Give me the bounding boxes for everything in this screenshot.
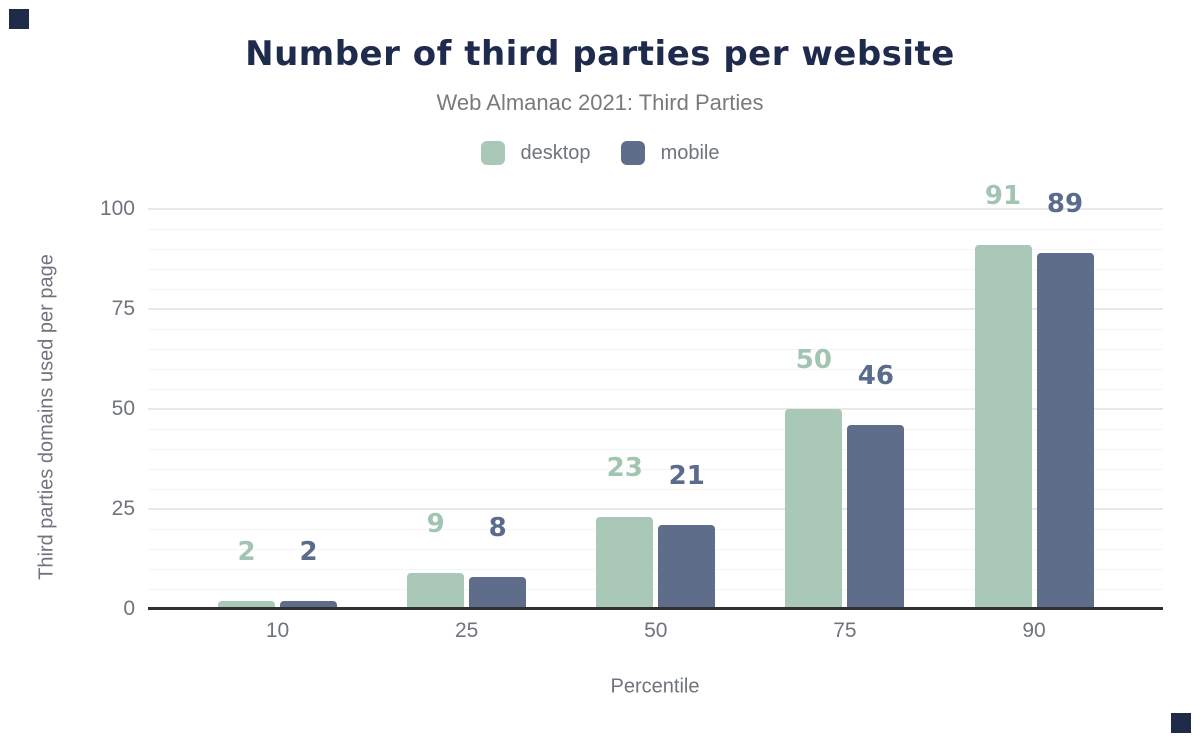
bar-desktop-75[interactable] xyxy=(785,409,843,609)
gridline-85 xyxy=(148,269,1163,270)
x-tick-label-50: 50 xyxy=(644,619,668,642)
gridline-70 xyxy=(148,329,1163,330)
gridline-10 xyxy=(148,569,1163,570)
y-tick-label-0: 0 xyxy=(123,597,135,620)
bar-mobile-25[interactable] xyxy=(469,577,527,609)
legend-item-desktop[interactable]: desktop xyxy=(480,141,591,165)
chart-subtitle: Web Almanac 2021: Third Parties xyxy=(436,90,764,115)
gridline-15 xyxy=(148,549,1163,550)
bar-value-label-desktop-10: 2 xyxy=(237,537,256,567)
bar-value-label-desktop-50: 23 xyxy=(606,453,643,483)
legend-label-mobile: mobile xyxy=(660,141,720,164)
x-tick-label-25: 25 xyxy=(454,619,479,642)
gridline-100 xyxy=(148,208,1163,210)
bar-mobile-75[interactable] xyxy=(847,425,905,609)
bar-desktop-25[interactable] xyxy=(407,573,465,609)
gridline-45 xyxy=(148,429,1163,430)
legend-item-mobile[interactable]: mobile xyxy=(620,141,720,165)
chart-title: Number of third parties per website xyxy=(245,34,955,74)
gridline-5 xyxy=(148,589,1163,590)
legend: desktop mobile xyxy=(0,141,1200,165)
bar-value-label-mobile-10: 2 xyxy=(299,537,318,567)
bar-desktop-10[interactable] xyxy=(218,601,275,609)
y-tick-label-100: 100 xyxy=(99,197,135,220)
bar-value-label-mobile-25: 8 xyxy=(488,513,507,543)
bar-value-label-desktop-90: 91 xyxy=(984,181,1022,211)
gridline-20 xyxy=(148,529,1163,530)
gridline-35 xyxy=(148,469,1163,470)
bar-value-label-mobile-75: 46 xyxy=(857,361,894,391)
bar-desktop-90[interactable] xyxy=(974,245,1032,609)
bar-value-label-mobile-90: 89 xyxy=(1046,189,1084,219)
y-tick-label-25: 25 xyxy=(111,497,135,520)
x-tick-label-10: 10 xyxy=(265,619,290,642)
corner-marker-bottom-right xyxy=(1171,713,1191,733)
bar-desktop-50[interactable] xyxy=(596,517,654,609)
bar-value-label-mobile-50: 21 xyxy=(668,461,705,491)
y-tick-label-75: 75 xyxy=(111,297,135,320)
bar-value-label-desktop-75: 50 xyxy=(795,345,832,375)
gridline-80 xyxy=(148,289,1163,290)
x-axis-line xyxy=(148,607,1163,610)
bar-mobile-90[interactable] xyxy=(1036,253,1094,609)
legend-label-desktop: desktop xyxy=(520,141,591,164)
gridline-55 xyxy=(148,389,1163,390)
y-tick-label-50: 50 xyxy=(111,397,135,420)
gridline-50 xyxy=(148,408,1163,410)
bar-mobile-50[interactable] xyxy=(658,525,716,609)
gridline-60 xyxy=(148,369,1163,370)
gridline-40 xyxy=(148,449,1163,450)
gridline-95 xyxy=(148,229,1163,230)
x-axis-title: Percentile xyxy=(610,675,700,698)
bar-value-label-desktop-25: 9 xyxy=(426,509,445,539)
x-tick-label-75: 75 xyxy=(833,619,857,642)
gridline-65 xyxy=(148,349,1163,350)
gridline-25 xyxy=(148,508,1163,510)
desktop-swatch-icon xyxy=(480,141,505,165)
gridline-90 xyxy=(148,249,1163,250)
bar-mobile-10[interactable] xyxy=(280,601,337,609)
corner-marker-top-left xyxy=(9,9,29,29)
mobile-swatch-icon xyxy=(620,141,645,165)
gridline-30 xyxy=(148,489,1163,490)
gridline-75 xyxy=(148,308,1163,310)
x-tick-label-90: 90 xyxy=(1022,619,1046,642)
